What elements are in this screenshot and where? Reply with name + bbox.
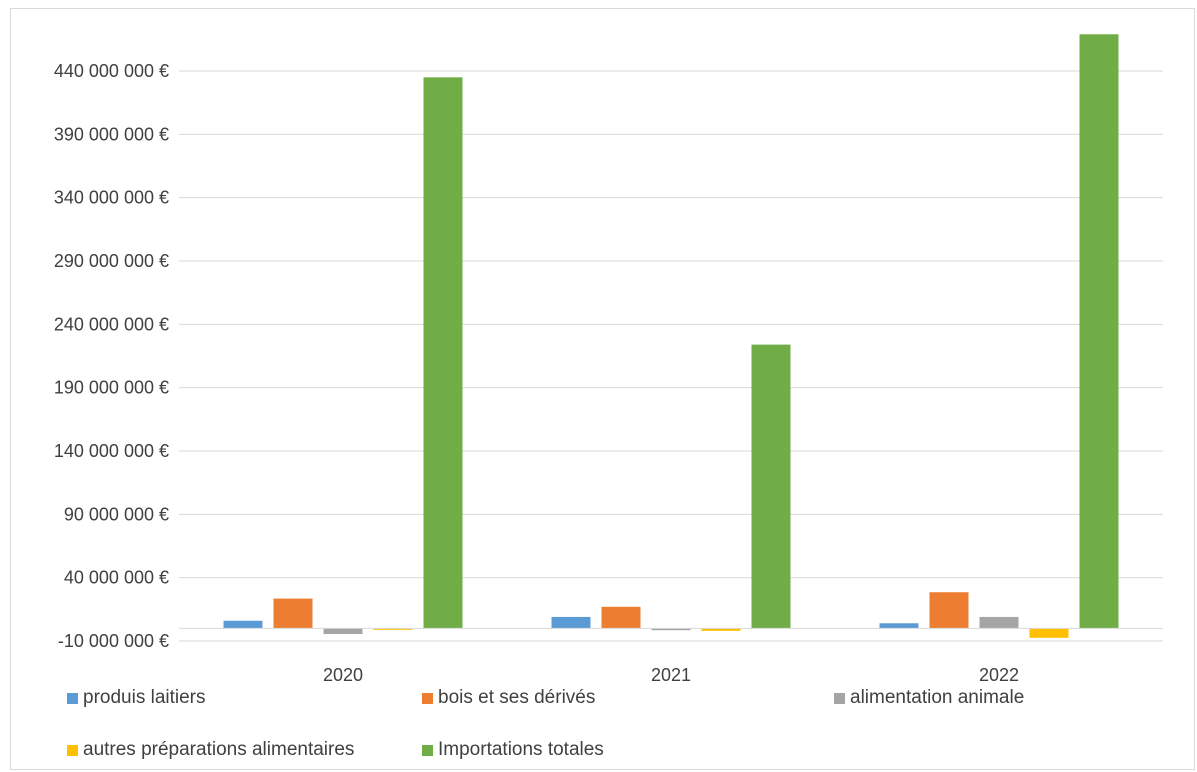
legend-swatch [67, 692, 78, 704]
legend-label: produis laitiers [83, 687, 206, 708]
y-tick-label: 240 000 000 € [54, 314, 169, 334]
y-tick-label: 290 000 000 € [54, 251, 169, 271]
legend-label: autres préparations alimentaires [83, 739, 355, 760]
bar-importations-totales-2020 [423, 77, 463, 629]
bar-bois-et-ses-dérivés-2020 [273, 598, 313, 629]
bar-bois-et-ses-dérivés-2021 [601, 606, 641, 629]
bar-importations-totales-2021 [751, 344, 791, 629]
chart-area: -10 000 000 € 40 000 000 € 90 000 000 € 140… [10, 8, 1195, 770]
y-tick-label: 440 000 000 € [54, 61, 169, 81]
y-tick-label: 40 000 000 € [64, 568, 169, 588]
bar-autres-préparations-alimentaires-2020 [373, 628, 413, 630]
legend-item: autres préparations alimentaires [67, 739, 354, 761]
legend-swatch [422, 744, 433, 756]
bars [223, 34, 1119, 638]
bar-produis-laitiers-2020 [223, 620, 263, 629]
bar-bois-et-ses-dérivés-2022 [929, 592, 969, 629]
legend-swatch [67, 744, 78, 756]
legend-item: Importations totales [422, 739, 604, 761]
x-category-label: 2020 [323, 665, 363, 685]
x-category-label: 2022 [979, 665, 1019, 685]
bar-alimentation-animale-2021 [651, 628, 691, 631]
bar-alimentation-animale-2020 [323, 628, 363, 635]
y-tick-label: 390 000 000 € [54, 124, 169, 144]
y-tick-label: 90 000 000 € [64, 504, 169, 524]
y-tick-label: -10 000 000 € [58, 631, 169, 651]
legend-item: alimentation animale [834, 687, 1024, 709]
legend-item: bois et ses dérivés [422, 687, 595, 709]
legend-item: produis laitiers [67, 687, 206, 709]
bar-importations-totales-2022 [1079, 34, 1119, 629]
y-tick-label: 340 000 000 € [54, 188, 169, 208]
bar-alimentation-animale-2022 [979, 616, 1019, 629]
bar-autres-préparations-alimentaires-2021 [701, 628, 741, 631]
gridlines [179, 70, 1163, 642]
bar-produis-laitiers-2021 [551, 616, 591, 629]
legend-label: Importations totales [438, 739, 604, 760]
y-tick-label: 140 000 000 € [54, 441, 169, 461]
x-category-label: 2021 [651, 665, 691, 685]
bar-chart: -10 000 000 € 40 000 000 € 90 000 000 € 140… [54, 34, 1163, 685]
bar-produis-laitiers-2022 [879, 623, 919, 629]
axes: -10 000 000 € 40 000 000 € 90 000 000 € 140… [54, 61, 1163, 685]
legend-swatch [422, 692, 433, 704]
bar-autres-préparations-alimentaires-2022 [1029, 628, 1069, 638]
y-tick-label: 190 000 000 € [54, 378, 169, 398]
legend-label: bois et ses dérivés [438, 687, 596, 708]
legend-swatch [834, 692, 845, 704]
legend-label: alimentation animale [850, 687, 1025, 708]
